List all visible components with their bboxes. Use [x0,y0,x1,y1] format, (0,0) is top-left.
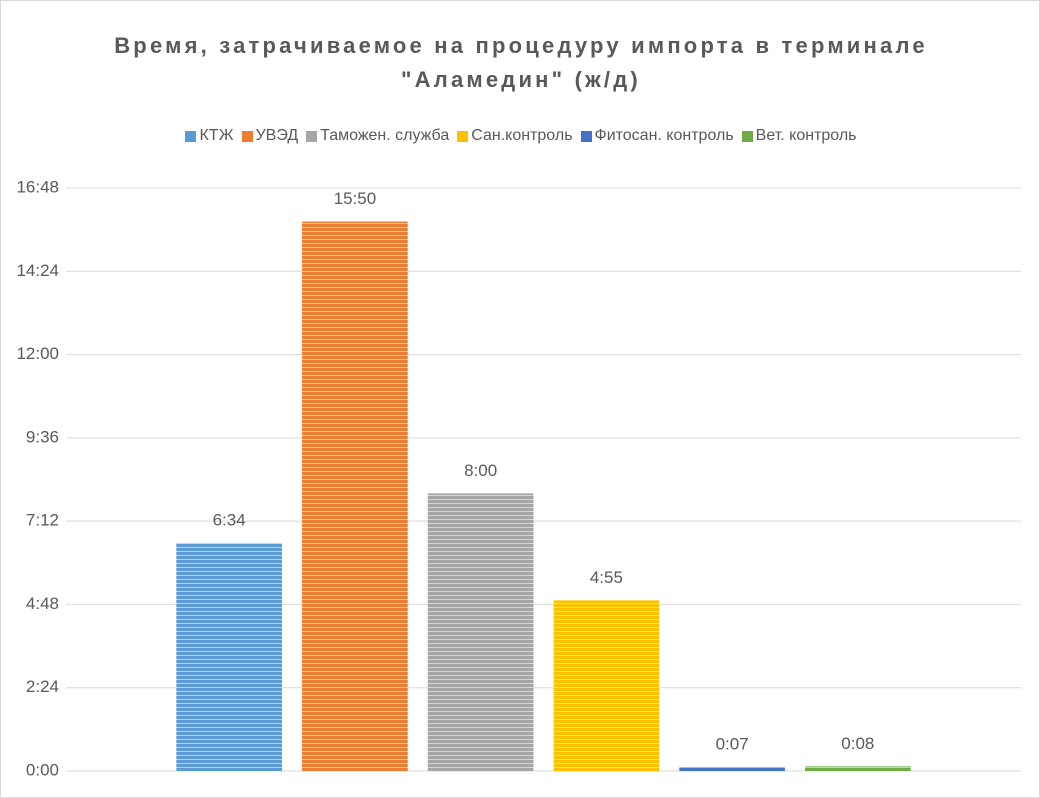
legend-item: Сан.контроль [457,127,573,145]
y-tick-label: 4:48 [26,594,59,613]
bar [805,766,911,771]
legend-item: Вет. контроль [741,127,857,145]
y-tick-label: 2:24 [26,677,59,696]
legend: КТЖ УВЭД Таможен. служба Сан.контроль Фитоса… [1,127,1039,145]
data-label: 15:50 [334,189,377,208]
legend-label: Вет. контроль [755,127,857,144]
bar [176,543,282,771]
legend-swatch [185,130,197,142]
data-label: 8:00 [464,461,497,480]
data-label: 6:34 [213,511,246,530]
y-tick-label: 0:00 [26,760,59,779]
bar [679,766,785,771]
legend-swatch [241,130,253,142]
legend-swatch [741,130,753,142]
legend-item: УВЭД [241,127,299,145]
legend-label: Сан.контроль [471,127,573,144]
data-label: 0:08 [841,734,874,753]
y-tick-label: 12:00 [16,344,59,363]
legend-label: УВЭД [255,127,299,144]
data-label: 0:07 [716,734,749,753]
y-tick-label: 16:48 [16,177,59,196]
y-tick-label: 7:12 [26,511,59,530]
bar [302,221,408,771]
legend-swatch [306,130,318,142]
legend-label: Фитосан. контроль [594,127,734,144]
legend-swatch [580,130,592,142]
bar [553,600,660,771]
legend-item: Фитосан. контроль [580,127,734,145]
legend-item: КТЖ [185,127,234,145]
legend-swatch [457,130,469,142]
chart-title: Время, затрачиваемое на процедуру импорт… [114,33,928,92]
y-tick-label: 14:24 [16,261,59,280]
y-tick-label: 9:36 [26,427,59,446]
data-label: 4:55 [590,568,623,587]
legend-item: Таможен. служба [306,127,449,145]
legend-label: КТЖ [199,127,234,144]
bar [427,493,534,771]
legend-label: Таможен. служба [320,127,450,144]
